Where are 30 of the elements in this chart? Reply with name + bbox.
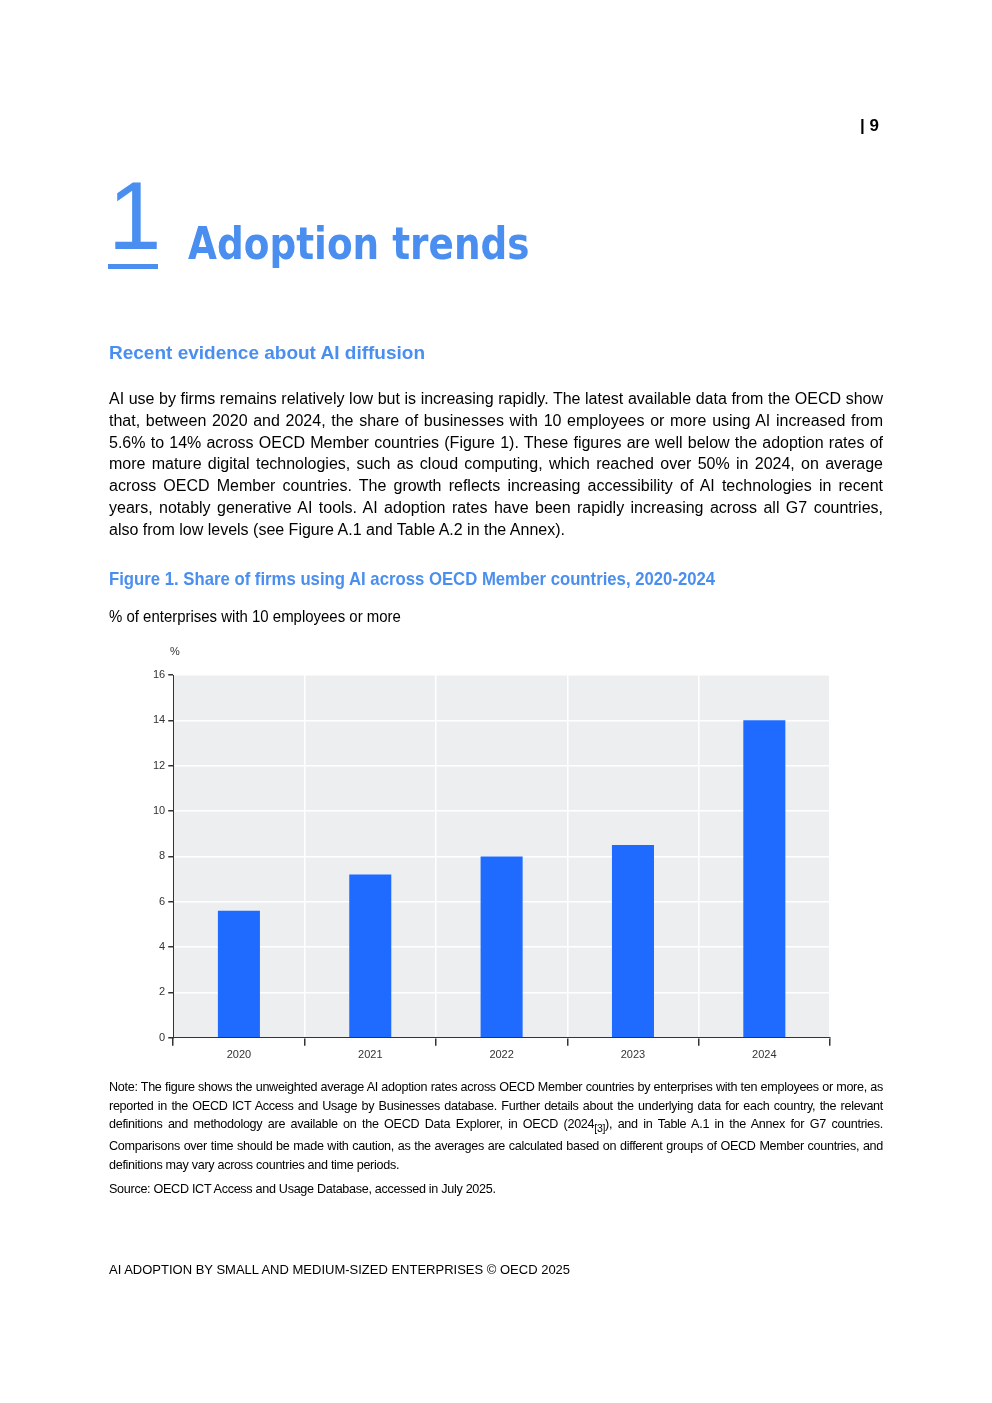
- source-note: Source: OECD ICT Access and Usage Database, accessed in July 2025.: [109, 1182, 496, 1196]
- bar: [480, 856, 523, 1038]
- text: Recent evidence about AI diffusion: [109, 342, 426, 364]
- y-tick-label: 2: [159, 985, 166, 998]
- y-tick-label: 12: [152, 758, 166, 771]
- text: Note: The figure shows the unweighted average AI adoption rates across OECD Member countries by enterprises with ten employees or more, as reported in the OECD ICT Access and Usage by Businesses database. Further details about the underlying data for each country, the relevant definitions and methodology are available on the OECD Data Explorer, in OECD (2024$_{[3]}$), and in Table A.1 in the Annex for G7 countries. Comparisons over time should be made with caution, as the averages are calculated based on different groups of OECD Member countries, and definitions may vary across countries and time periods.: [109, 1079, 883, 1174]
- y-tick-label: 0: [159, 1030, 166, 1043]
- y-tick-label: 10: [152, 804, 166, 817]
- y-tick-label: 6: [159, 894, 166, 907]
- text: AI use by firms remains relatively low but is increasing rapidly. The latest available data from the OECD show that, between 2020 and 2024, the share of businesses with 10 employees or more using AI increased from 5.6% to 14% across OECD Member countries (Figure 1). These figures are well below the adoption rates of more mature digital technologies, such as cloud computing, which reached over 50% in 2024, on average across OECD Member countries. The growth reflects increasing accessibility of AI technologies in recent years, notably generative AI tools. AI adoption rates have been rapidly increasing across all G7 countries, also from low levels (see Figure A.1 and Table A.2 in the Annex).: [109, 389, 883, 540]
- y-tick-label: 4: [159, 940, 166, 953]
- bar: [611, 845, 654, 1038]
- x-tick-label: 2022: [489, 1048, 514, 1061]
- y-tick-label: 16: [152, 668, 166, 681]
- text: Adoption trends: [188, 218, 530, 269]
- chart-title: Figure 1. Share of firms using AI across OECD Member countries, 2020-2024: [109, 568, 716, 590]
- x-tick-label: 2024: [752, 1048, 777, 1061]
- x-tick-label: 2021: [358, 1048, 383, 1061]
- chart-subtitle: % of enterprises with 10 employees or more: [109, 607, 401, 627]
- text: 1: [108, 162, 162, 269]
- y-axis-title: %: [170, 645, 181, 657]
- text: AI ADOPTION BY SMALL AND MEDIUM-SIZED ENTERPRISES © OECD 2025: [109, 1262, 571, 1277]
- bar: [349, 874, 392, 1038]
- y-tick-label: 14: [152, 713, 166, 726]
- x-tick-label: 2020: [226, 1048, 252, 1061]
- text: | 9: [860, 116, 879, 136]
- x-tick-label: 2023: [620, 1048, 646, 1061]
- bar: [743, 720, 786, 1038]
- y-tick-label: 8: [159, 849, 166, 862]
- bar: [217, 910, 260, 1038]
